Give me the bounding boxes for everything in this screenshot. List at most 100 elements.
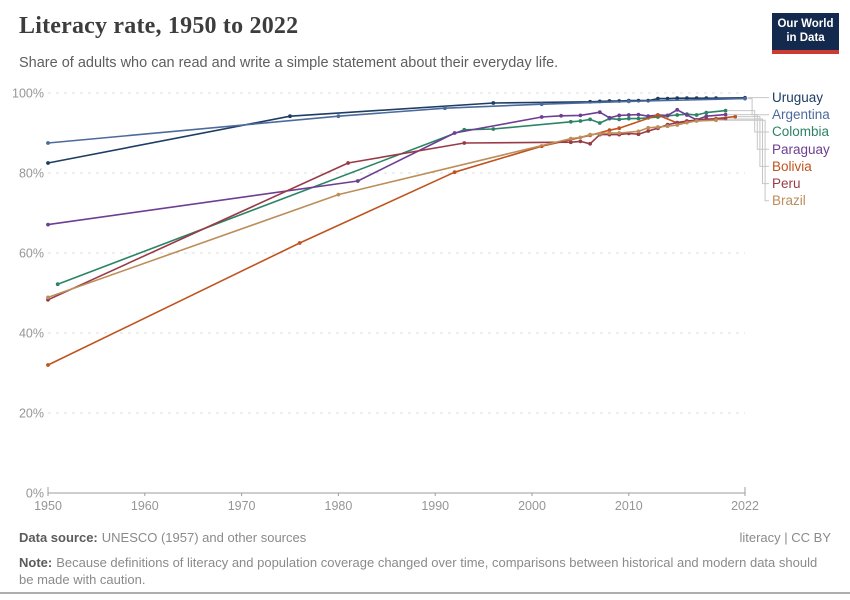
data-point[interactable] (617, 131, 622, 135)
data-point[interactable] (656, 96, 660, 101)
data-point[interactable] (723, 108, 728, 113)
series-line-peru[interactable] (47, 118, 727, 301)
data-point[interactable] (578, 113, 583, 118)
data-point[interactable] (597, 131, 602, 136)
data-point[interactable] (626, 113, 631, 117)
data-point[interactable] (694, 113, 699, 117)
data-point[interactable] (46, 295, 50, 300)
data-point[interactable] (714, 118, 718, 123)
data-source-text[interactable]: UNESCO (1957) and other sources (101, 530, 307, 545)
legend-connector-argentina (747, 98, 769, 116)
y-tick-label: 40% (19, 327, 44, 341)
data-point[interactable] (723, 112, 728, 117)
data-point[interactable] (665, 96, 670, 101)
data-point[interactable] (704, 110, 709, 115)
legend-item-colombia[interactable]: Colombia (772, 124, 830, 140)
data-point[interactable] (578, 135, 583, 140)
data-point[interactable] (636, 132, 641, 137)
data-point[interactable] (626, 116, 631, 121)
data-point[interactable] (636, 112, 641, 117)
legend-connector-peru (728, 118, 769, 185)
data-point[interactable] (607, 115, 612, 120)
data-point[interactable] (636, 129, 641, 134)
data-point[interactable] (336, 114, 341, 119)
data-point[interactable] (491, 127, 496, 131)
data-point[interactable] (656, 113, 660, 117)
data-point[interactable] (346, 161, 350, 165)
data-point[interactable] (675, 107, 680, 112)
data-point[interactable] (55, 282, 60, 287)
license-link[interactable]: literacy | CC BY (739, 530, 831, 545)
data-point[interactable] (588, 117, 592, 122)
data-point[interactable] (685, 120, 689, 125)
data-point[interactable] (46, 141, 50, 145)
data-point[interactable] (355, 179, 360, 183)
data-point[interactable] (617, 113, 622, 118)
chart-subtitle: Share of adults who can read and write a… (19, 55, 559, 71)
data-point[interactable] (607, 131, 612, 135)
data-point[interactable] (733, 114, 738, 119)
data-point[interactable] (665, 113, 670, 118)
data-point[interactable] (675, 113, 680, 117)
data-point[interactable] (46, 222, 50, 227)
data-point[interactable] (568, 119, 573, 124)
data-point[interactable] (568, 140, 573, 145)
legend-item-brazil[interactable]: Brazil (772, 193, 806, 209)
data-point[interactable] (597, 110, 602, 115)
data-point[interactable] (704, 114, 709, 119)
logo-line-2: in Data (786, 31, 825, 44)
data-point[interactable] (646, 125, 651, 130)
data-point[interactable] (539, 115, 544, 119)
data-point[interactable] (588, 141, 592, 146)
series-line-bolivia[interactable] (47, 114, 737, 366)
data-point[interactable] (559, 113, 563, 118)
data-point[interactable] (578, 139, 583, 144)
legend-item-paraguay[interactable]: Paraguay (772, 141, 830, 157)
data-point[interactable] (743, 96, 747, 101)
data-point[interactable] (539, 102, 544, 107)
series-line-argentina[interactable] (47, 97, 746, 144)
data-point[interactable] (588, 132, 592, 137)
data-point[interactable] (636, 116, 641, 121)
chart-note: Note: Because definitions of literacy and… (19, 555, 819, 588)
series-markers-bolivia[interactable] (46, 113, 738, 367)
data-point[interactable] (336, 192, 341, 197)
data-point[interactable] (607, 128, 612, 133)
series-markers-peru[interactable] (46, 117, 728, 302)
data-point[interactable] (568, 136, 573, 141)
data-point[interactable] (626, 99, 631, 104)
data-point[interactable] (452, 170, 457, 175)
data-point[interactable] (656, 125, 660, 129)
data-point[interactable] (46, 363, 50, 367)
series-markers-brazil[interactable] (46, 118, 718, 300)
data-point[interactable] (646, 129, 651, 133)
data-point[interactable] (462, 141, 467, 145)
logo-line-1: Our World (777, 18, 834, 30)
data-point[interactable] (675, 96, 680, 101)
data-point[interactable] (675, 123, 680, 127)
data-point[interactable] (297, 241, 302, 245)
data-point[interactable] (443, 106, 447, 111)
data-point[interactable] (665, 124, 670, 129)
legend-item-argentina[interactable]: Argentina (772, 107, 830, 123)
legend-item-peru[interactable]: Peru (772, 175, 801, 191)
owid-logo[interactable]: Our World in Data (772, 13, 839, 54)
data-point[interactable] (288, 114, 292, 119)
data-point[interactable] (617, 117, 622, 122)
data-point[interactable] (617, 126, 622, 131)
data-point[interactable] (685, 113, 689, 117)
data-point[interactable] (685, 96, 689, 101)
legend-item-bolivia[interactable]: Bolivia (772, 158, 812, 174)
data-point[interactable] (597, 121, 602, 125)
data-point[interactable] (578, 119, 583, 123)
series-markers-argentina[interactable] (46, 96, 747, 145)
series-line-brazil[interactable] (47, 119, 717, 299)
data-point[interactable] (46, 161, 50, 165)
page-title: Literacy rate, 1950 to 2022 (19, 13, 299, 39)
data-point[interactable] (694, 119, 699, 123)
legend-item-uruguay[interactable]: Uruguay (772, 90, 824, 105)
data-point[interactable] (491, 101, 496, 105)
data-source-row: Data source: UNESCO (1957) and other sour… (19, 530, 831, 548)
data-point[interactable] (452, 131, 457, 135)
